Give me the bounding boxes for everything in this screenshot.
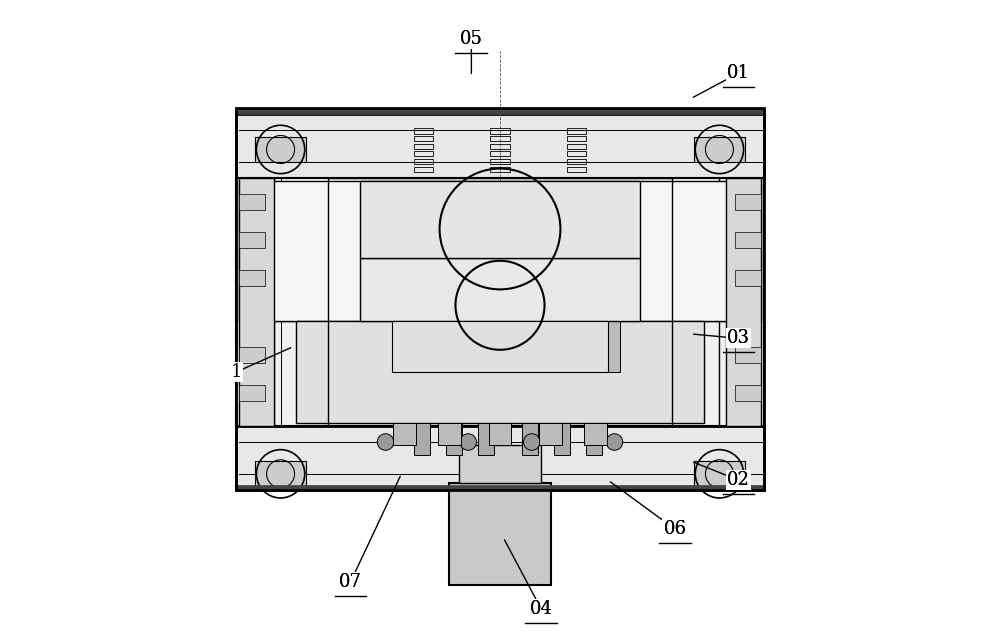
Bar: [239, 385, 265, 401]
Bar: [239, 347, 265, 363]
Bar: [414, 128, 433, 134]
Text: 06: 06: [663, 520, 686, 538]
Bar: [393, 423, 416, 445]
Bar: [567, 151, 586, 156]
Bar: [694, 137, 745, 162]
Bar: [567, 144, 586, 149]
Bar: [239, 232, 265, 248]
Bar: [414, 167, 433, 172]
Bar: [490, 128, 510, 134]
Text: 03: 03: [727, 329, 750, 347]
Bar: [438, 423, 461, 445]
Bar: [490, 167, 510, 172]
Bar: [360, 181, 640, 258]
Bar: [255, 461, 306, 487]
Bar: [567, 167, 586, 172]
Bar: [236, 109, 764, 114]
Circle shape: [606, 434, 623, 450]
Text: 04: 04: [530, 600, 553, 618]
Text: 02: 02: [727, 471, 750, 489]
Bar: [478, 423, 494, 455]
Bar: [239, 178, 274, 426]
Bar: [735, 347, 761, 363]
Text: 06: 06: [663, 520, 686, 538]
Text: 01: 01: [727, 64, 750, 82]
Bar: [554, 423, 570, 455]
Circle shape: [377, 434, 394, 450]
Bar: [539, 423, 562, 445]
Bar: [489, 423, 511, 445]
Bar: [414, 423, 430, 455]
Bar: [490, 159, 510, 164]
Bar: [392, 321, 403, 372]
Bar: [735, 385, 761, 401]
Bar: [446, 423, 462, 455]
Bar: [567, 136, 586, 141]
Bar: [392, 321, 608, 372]
Bar: [414, 144, 433, 149]
Bar: [735, 232, 761, 248]
Bar: [239, 194, 265, 210]
Bar: [236, 485, 764, 490]
Bar: [236, 114, 764, 178]
Text: 05: 05: [460, 31, 483, 48]
Bar: [490, 144, 510, 149]
Bar: [328, 178, 672, 426]
Bar: [490, 151, 510, 156]
Bar: [236, 426, 764, 490]
Bar: [567, 159, 586, 164]
Bar: [239, 181, 761, 321]
Text: 05: 05: [460, 31, 483, 48]
Bar: [726, 178, 761, 426]
Bar: [586, 423, 602, 455]
Circle shape: [524, 434, 540, 450]
Text: 01: 01: [727, 64, 750, 82]
Circle shape: [460, 434, 476, 450]
Text: 1: 1: [230, 363, 242, 381]
Bar: [459, 445, 541, 483]
Bar: [694, 461, 745, 487]
Bar: [735, 270, 761, 286]
Text: 07: 07: [339, 573, 362, 591]
Bar: [735, 194, 761, 210]
Bar: [522, 423, 538, 455]
Text: 02: 02: [727, 471, 750, 489]
Bar: [427, 321, 438, 372]
Bar: [296, 321, 704, 423]
Bar: [236, 108, 764, 490]
Text: 07: 07: [339, 573, 362, 591]
Bar: [490, 136, 510, 141]
Bar: [239, 270, 265, 286]
Bar: [584, 423, 607, 445]
Bar: [608, 321, 620, 372]
Bar: [236, 178, 764, 426]
Bar: [414, 136, 433, 141]
Bar: [360, 258, 640, 321]
Bar: [414, 159, 433, 164]
Text: 03: 03: [727, 329, 750, 347]
Text: 04: 04: [530, 600, 553, 618]
Bar: [567, 128, 586, 134]
Bar: [449, 483, 551, 585]
Bar: [573, 321, 585, 372]
Bar: [414, 151, 433, 156]
Bar: [255, 137, 306, 162]
